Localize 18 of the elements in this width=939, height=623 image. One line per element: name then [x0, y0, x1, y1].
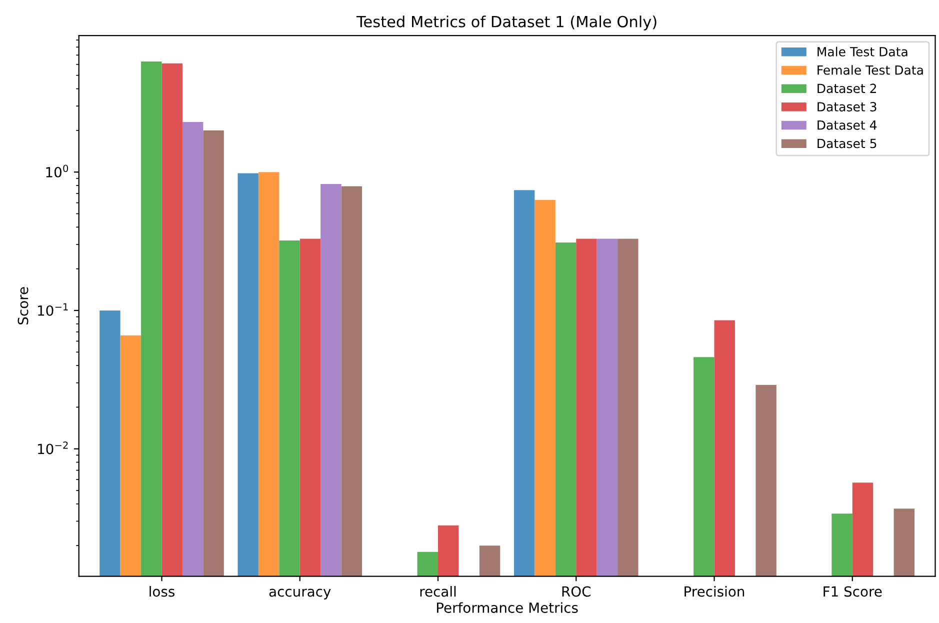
x-tick-label: Precision [684, 586, 744, 597]
legend-label: Dataset 3 [818, 102, 876, 112]
legend-label: Dataset 4 [818, 120, 877, 130]
x-tick-label: accuracy [269, 588, 331, 600]
x-axis-title: Performance Metrics [437, 602, 578, 613]
chart-title: Tested Metrics of Dataset 1 (Male Only) [356, 16, 656, 30]
legend-label: Female Test Data [818, 65, 923, 75]
y-tick-label: 10$^{−1}$ [38, 303, 68, 316]
y-tick-label: 10$^{0}$ [46, 164, 68, 178]
y-tick-label: 10$^{−2}$ [38, 441, 68, 454]
y-axis-title: Score [18, 287, 28, 324]
x-tick-label: loss [150, 586, 174, 597]
legend-label: Dataset 2 [818, 84, 876, 94]
x-tick-label: F1 Score [824, 586, 882, 597]
x-tick-label: ROC [562, 586, 591, 597]
x-tick-label: recall [420, 586, 456, 597]
legend-label: Dataset 5 [818, 138, 876, 148]
legend-label: Male Test Data [818, 46, 908, 56]
